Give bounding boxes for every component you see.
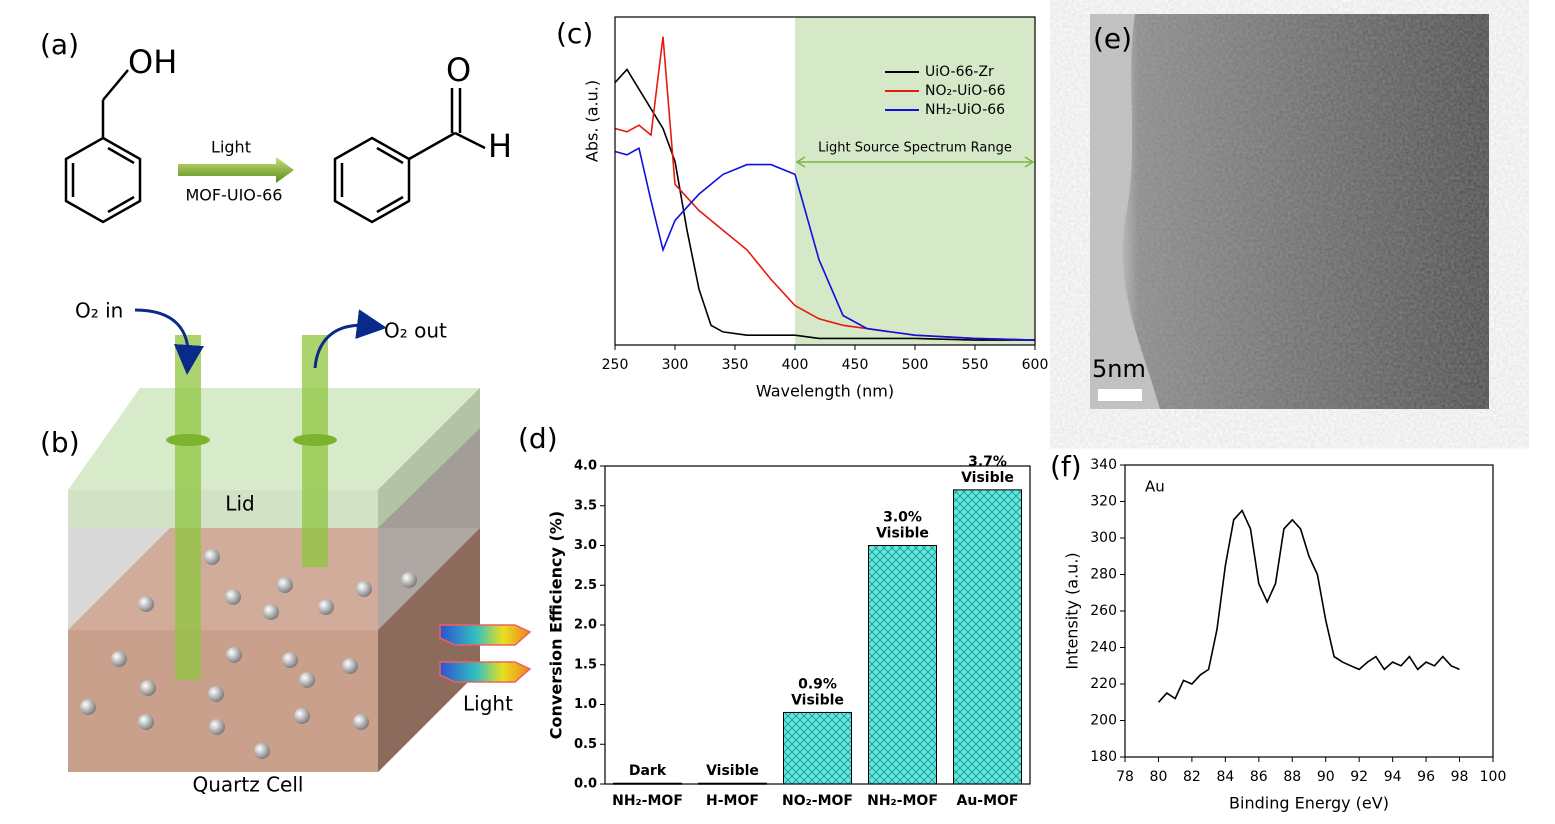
y-axis-label: Intensity (a.u.) xyxy=(1063,552,1082,669)
y-tick-label: 1.0 xyxy=(574,697,597,712)
bar-condition: Visible xyxy=(961,470,1014,486)
panel-label: (c) xyxy=(556,17,593,50)
bar-value-label: 0.9% xyxy=(798,676,837,692)
o2-in-label: O₂ in xyxy=(75,299,123,323)
y-axis-label: Abs. (a.u.) xyxy=(583,80,602,162)
x-tick-label: 84 xyxy=(1216,769,1234,785)
x-axis-label: Wavelength (nm) xyxy=(756,382,894,401)
y-tick-label: 2.0 xyxy=(574,618,597,633)
x-tick-label: 90 xyxy=(1317,769,1335,785)
x-tick-label: 400 xyxy=(782,357,809,373)
legend-label: NH₂-UiO-66 xyxy=(925,102,1005,118)
y-tick-label: 1.5 xyxy=(574,657,597,672)
data-line xyxy=(1157,509,1460,703)
y-axis-label: Conversion Efficiency (%) xyxy=(547,511,566,739)
bar xyxy=(868,545,937,785)
y-tick-label: 280 xyxy=(1090,567,1117,583)
y-tick-label: 260 xyxy=(1090,603,1117,619)
hydrogen: H xyxy=(488,127,512,165)
quartz-cell xyxy=(68,308,532,772)
x-tick-label: NO₂-MOF xyxy=(782,793,853,809)
data-line xyxy=(614,68,1035,341)
x-tick-label: 350 xyxy=(722,357,749,373)
bar-condition: Visible xyxy=(706,763,759,779)
y-tick-label: 300 xyxy=(1090,530,1117,546)
x-tick-label: 86 xyxy=(1250,769,1268,785)
plot-frame xyxy=(1124,464,1494,758)
bar xyxy=(783,711,852,785)
lid-label: Lid xyxy=(225,492,254,516)
x-tick-label: NH₂-MOF xyxy=(612,793,683,809)
arrow-bottom-label: MOF-UIO-66 xyxy=(186,186,283,205)
x-tick-label: 98 xyxy=(1451,769,1469,785)
y-tick-label: 0.0 xyxy=(574,777,597,792)
panel-label: (b) xyxy=(40,426,80,459)
hydroxyl: OH xyxy=(128,43,177,81)
panel-label: (a) xyxy=(40,28,79,61)
bar-condition: Visible xyxy=(876,526,929,542)
bar-value-label: 3.7% xyxy=(968,454,1007,470)
x-tick-label: NH₂-MOF xyxy=(867,793,938,809)
y-tick-label: 340 xyxy=(1090,457,1117,473)
x-tick-label: 600 xyxy=(1022,357,1049,373)
shaded-region xyxy=(795,17,1035,345)
y-tick-label: 3.0 xyxy=(574,538,597,553)
o2-out-label: O₂ out xyxy=(384,319,447,343)
x-tick-label: 96 xyxy=(1417,769,1435,785)
legend-label: UiO-66-Zr xyxy=(925,64,994,80)
y-tick-label: 2.5 xyxy=(574,578,597,593)
x-tick-label: 94 xyxy=(1384,769,1402,785)
x-tick-label: 500 xyxy=(902,357,929,373)
x-tick-label: 450 xyxy=(842,357,869,373)
reaction-arrow xyxy=(178,157,294,183)
x-tick-label: 250 xyxy=(602,357,629,373)
y-tick-label: 3.5 xyxy=(574,498,597,513)
bar xyxy=(953,489,1022,785)
y-tick-label: 240 xyxy=(1090,640,1117,656)
tem-image xyxy=(1090,14,1489,409)
y-tick-label: 180 xyxy=(1090,749,1117,765)
bar-condition: Visible xyxy=(791,692,844,708)
x-tick-label: 88 xyxy=(1283,769,1301,785)
panel-label: (f) xyxy=(1050,450,1082,483)
light-label: Light xyxy=(463,692,513,716)
annotation: Au xyxy=(1145,478,1165,496)
range-label: Light Source Spectrum Range xyxy=(818,141,1012,156)
x-tick-label: 78 xyxy=(1116,769,1134,785)
x-tick-label: 92 xyxy=(1350,769,1368,785)
range-arrow-head xyxy=(1024,156,1035,168)
x-tick-label: 550 xyxy=(962,357,989,373)
data-line xyxy=(614,146,1036,341)
panel-label: (e) xyxy=(1093,22,1132,55)
cell-caption: Quartz Cell xyxy=(193,773,304,797)
x-axis-label: Binding Energy (eV) xyxy=(1229,794,1389,813)
y-tick-label: 4.0 xyxy=(574,459,597,474)
y-tick-label: 220 xyxy=(1090,676,1117,692)
arrow-top-label: Light xyxy=(211,138,251,157)
x-tick-label: 100 xyxy=(1480,769,1507,785)
bar-value-label: 3.0% xyxy=(883,510,922,526)
y-tick-label: 0.5 xyxy=(574,737,597,752)
reaction-scheme xyxy=(64,69,486,224)
x-tick-label: H-MOF xyxy=(706,793,759,809)
scale-bar-label: 5nm xyxy=(1092,355,1146,383)
y-tick-label: 200 xyxy=(1090,713,1117,729)
oxygen: O xyxy=(446,51,471,89)
x-tick-label: 80 xyxy=(1150,769,1168,785)
panel-label: (d) xyxy=(518,422,558,455)
y-tick-label: 320 xyxy=(1090,494,1117,510)
legend-label: NO₂-UiO-66 xyxy=(925,83,1006,99)
plot-frame xyxy=(614,16,1036,346)
x-tick-label: 300 xyxy=(662,357,689,373)
x-tick-label: 82 xyxy=(1183,769,1201,785)
x-tick-label: Au-MOF xyxy=(956,793,1018,809)
bar-condition: Dark xyxy=(629,763,667,779)
range-arrow-head xyxy=(795,156,806,168)
